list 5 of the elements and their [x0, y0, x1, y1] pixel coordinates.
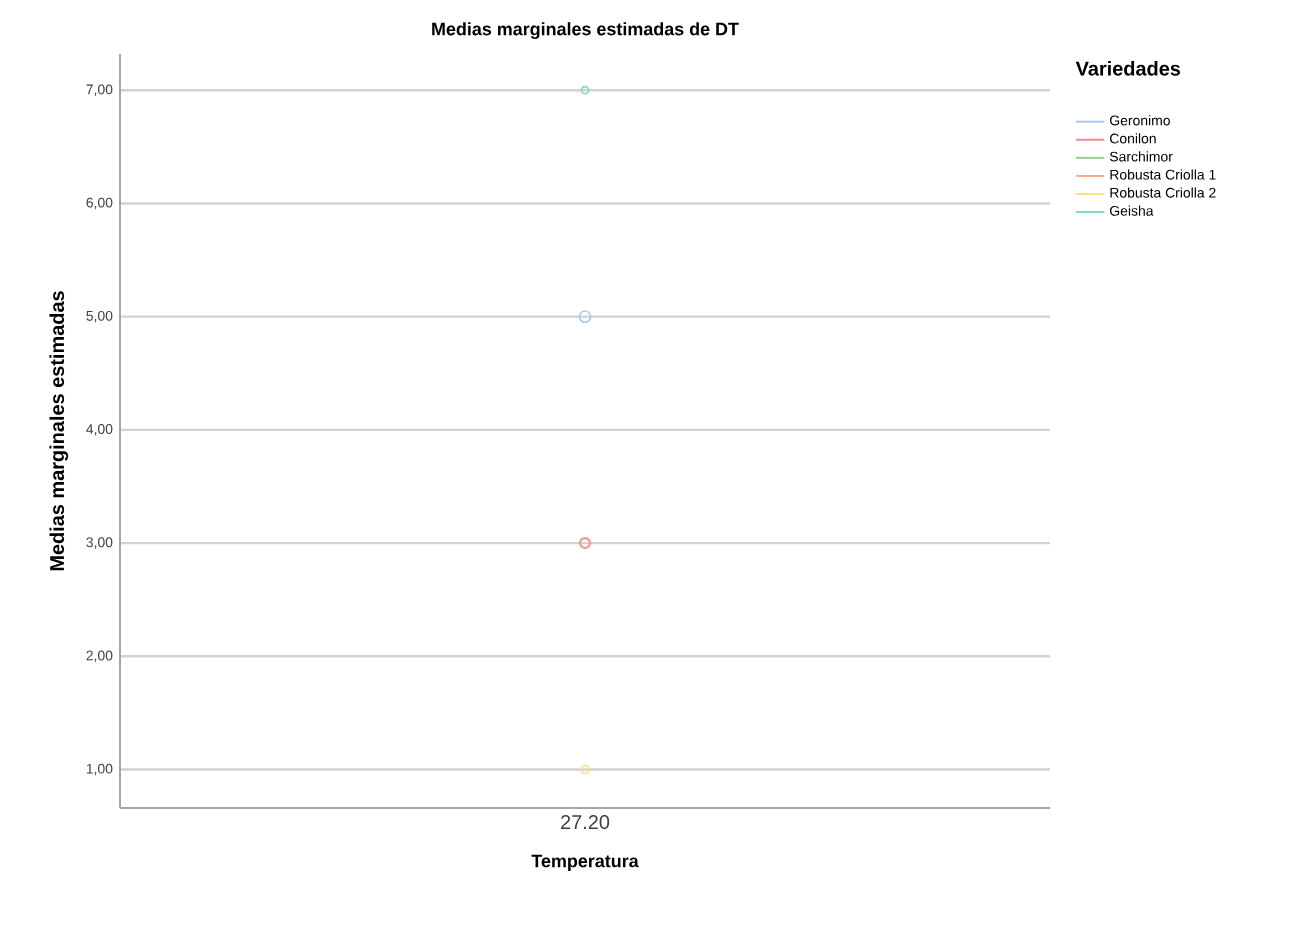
y-axis-title: Medias marginales estimadas: [49, 291, 69, 571]
chart-title: Medias marginales estimadas de DT: [432, 22, 739, 39]
x-axis-title: Temperatura: [531, 854, 639, 871]
legend-title: Variedades: [1075, 61, 1181, 76]
x-tick-label: 27.20: [561, 815, 610, 830]
